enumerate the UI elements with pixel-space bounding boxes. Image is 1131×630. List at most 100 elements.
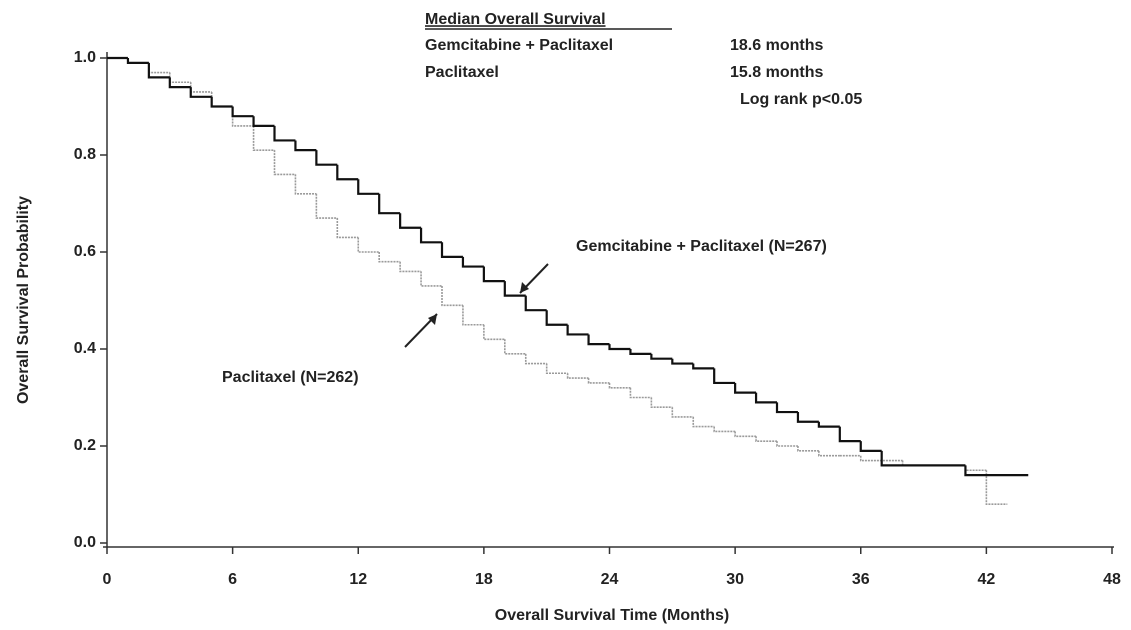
survival-step xyxy=(315,150,338,166)
x-tick-label: 24 xyxy=(601,571,619,588)
x-tick-label: 0 xyxy=(103,571,112,588)
y-tick-label: 0.8 xyxy=(74,146,96,163)
x-axis-label: Overall Survival Time (Months) xyxy=(495,607,729,624)
survival-step xyxy=(859,455,903,462)
survival-step xyxy=(357,179,380,195)
survival-step xyxy=(147,62,170,79)
y-tick-label: 0.4 xyxy=(74,340,96,357)
survival-step xyxy=(985,470,1008,505)
survival-step xyxy=(608,344,631,351)
x-tick-label: 18 xyxy=(475,571,493,588)
survival-step xyxy=(566,324,589,336)
survival-step xyxy=(168,77,191,89)
survival-step xyxy=(503,281,526,297)
survival-step xyxy=(671,407,694,418)
survival-step xyxy=(629,387,652,399)
survival-step xyxy=(231,106,254,118)
survival-step xyxy=(838,426,861,443)
survival-step xyxy=(754,392,777,404)
survival-step xyxy=(273,150,296,176)
survival-step xyxy=(189,82,212,93)
survival-step xyxy=(461,256,484,268)
x-tick-label: 42 xyxy=(977,571,995,588)
y-tick-label: 0.0 xyxy=(74,534,96,551)
survival-step xyxy=(859,441,882,452)
survival-step xyxy=(775,402,798,414)
survival-step xyxy=(399,261,422,273)
y-tick-label: 1.0 xyxy=(74,49,96,66)
survival-step xyxy=(964,465,1029,477)
survival-step xyxy=(273,125,296,142)
survival-step xyxy=(692,416,715,428)
survival-step xyxy=(294,140,317,152)
curve-label: Paclitaxel (N=262) xyxy=(222,369,359,386)
survival-step xyxy=(587,378,610,384)
survival-step xyxy=(817,421,840,428)
survival-step xyxy=(169,72,191,84)
legend-row: Gemcitabine + Paclitaxel xyxy=(425,37,613,54)
survival-step xyxy=(441,285,463,307)
survival-step xyxy=(776,441,798,447)
survival-step xyxy=(189,87,212,98)
legend-row: Paclitaxel xyxy=(425,64,499,81)
y-axis-label: Overall Survival Probability xyxy=(15,196,32,404)
arrow-head xyxy=(520,282,529,293)
survival-step xyxy=(587,334,610,346)
survival-step xyxy=(210,91,233,108)
survival-step xyxy=(483,324,505,341)
survival-step xyxy=(524,353,547,365)
survival-step xyxy=(671,358,694,365)
survival-step xyxy=(148,62,170,74)
survival-step xyxy=(566,373,589,379)
survival-step xyxy=(713,368,736,385)
survival-step xyxy=(755,436,777,442)
survival-step xyxy=(713,426,736,433)
survival-step xyxy=(420,271,442,287)
survival-step xyxy=(797,446,819,452)
test-note: Log rank p<0.05 xyxy=(740,91,862,108)
survival-step xyxy=(524,295,547,312)
survival-step xyxy=(545,363,568,375)
survival-step xyxy=(629,349,652,355)
survival-step xyxy=(692,363,715,370)
x-tick-label: 48 xyxy=(1103,571,1121,588)
curve-label: Gemcitabine + Paclitaxel (N=267) xyxy=(576,238,827,255)
x-tick-label: 6 xyxy=(228,571,237,588)
survival-step xyxy=(126,58,149,64)
x-tick-label: 12 xyxy=(349,571,367,588)
survival-step xyxy=(818,450,840,457)
y-tick-label: 0.6 xyxy=(74,243,96,260)
survival-step xyxy=(734,431,757,438)
survival-step xyxy=(608,382,631,389)
survival-step xyxy=(336,164,359,181)
survival-step xyxy=(482,266,505,283)
survival-step xyxy=(964,465,987,472)
survival-step xyxy=(880,450,945,467)
survival-step xyxy=(796,412,819,423)
survival-step xyxy=(419,227,442,244)
survival-step xyxy=(378,252,401,263)
survival-step xyxy=(734,382,757,394)
legend-value: 15.8 months xyxy=(730,64,823,81)
arrow-head xyxy=(428,314,437,325)
survival-step xyxy=(252,125,275,151)
survival-step xyxy=(378,193,401,215)
survival-step xyxy=(545,310,568,326)
survival-step xyxy=(336,218,359,239)
survival-step xyxy=(650,397,673,408)
survival-step xyxy=(462,305,484,326)
legend-value: 18.6 months xyxy=(730,37,823,54)
survival-step xyxy=(294,174,317,195)
survival-step xyxy=(440,242,463,258)
survival-step xyxy=(210,96,233,108)
survival-step xyxy=(357,237,380,253)
y-tick-label: 0.2 xyxy=(74,437,96,454)
survival-step xyxy=(315,193,338,219)
survival-step xyxy=(504,339,526,355)
x-tick-label: 30 xyxy=(726,571,744,588)
survival-step xyxy=(252,116,275,127)
survival-step xyxy=(650,353,673,360)
survival-step xyxy=(399,213,422,229)
x-tick-label: 36 xyxy=(852,571,870,588)
